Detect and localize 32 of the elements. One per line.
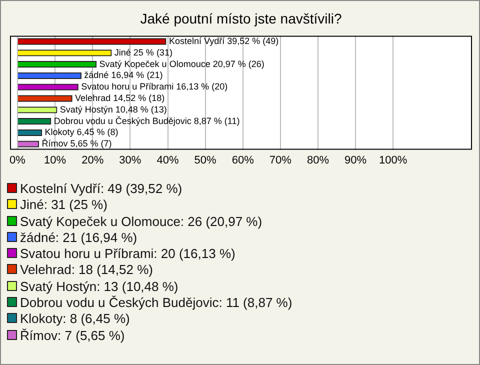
text: Svatý Kopeček u Olomouce: 26 (20,97 %) (19, 214, 264, 230)
data-label: žádné 16,94 % (21) (84, 70, 163, 80)
data-label: Svatý Hostýn 10,48 % (13) (60, 104, 167, 114)
x-tick-label: 90% (344, 154, 367, 166)
text: Dobrou vodu u Českých Budějovic: 11 (8,87 %) (19, 295, 292, 312)
x-tick-label: 10% (44, 154, 66, 166)
text: žádné: 21 (16,94 %) (19, 230, 138, 246)
x-tick-label: 80% (306, 154, 330, 166)
text: Kostelní Vydří: 49 (39,52 %) (19, 181, 184, 198)
data-label: Klokoty 6,45 % (8) (44, 127, 118, 138)
data-label: Římov 5,65 % (7) (42, 138, 112, 149)
x-tick-label: 50% (194, 154, 217, 166)
x-tick-label: 40% (156, 154, 179, 166)
x-tick-label: 60% (232, 154, 254, 166)
text: Klokoty: 8 (6,45 %) (19, 311, 131, 328)
data-label: Svatý Kopeček u Olomouce 20,97 % (26) (99, 58, 264, 69)
x-tick-label: 20% (82, 154, 104, 166)
text: Římov: 7 (5,65 %) (19, 328, 126, 344)
data-label: Velehrad 14,52 % (18) (75, 92, 165, 103)
data-label: Jiné 25 % (31) (114, 47, 172, 58)
text: Svatou horu u Příbrami: 20 (16,13 %) (19, 246, 236, 262)
text: Svatý Hostýn: 13 (10,48 %) (19, 278, 180, 296)
x-tick-label: 100% (379, 154, 408, 166)
x-tick-label: 30% (119, 154, 142, 166)
x-tick-label: 70% (269, 154, 292, 166)
text: Jiné: 31 (25 %) (19, 197, 108, 214)
chart-title: Jaké poutní místo jste navštívili? (140, 10, 342, 26)
data-label: Svatou horu u Příbrami 16,13 % (20) (81, 82, 228, 92)
text: Velehrad: 18 (14,52 %) (19, 262, 154, 279)
data-label: Dobrou vodu u Českých Budějovic 8,87 % (11) (54, 116, 240, 126)
data-label: Kostelní Vydří 39,52 % (49) (168, 36, 279, 46)
x-tick-label: 0% (10, 154, 26, 166)
